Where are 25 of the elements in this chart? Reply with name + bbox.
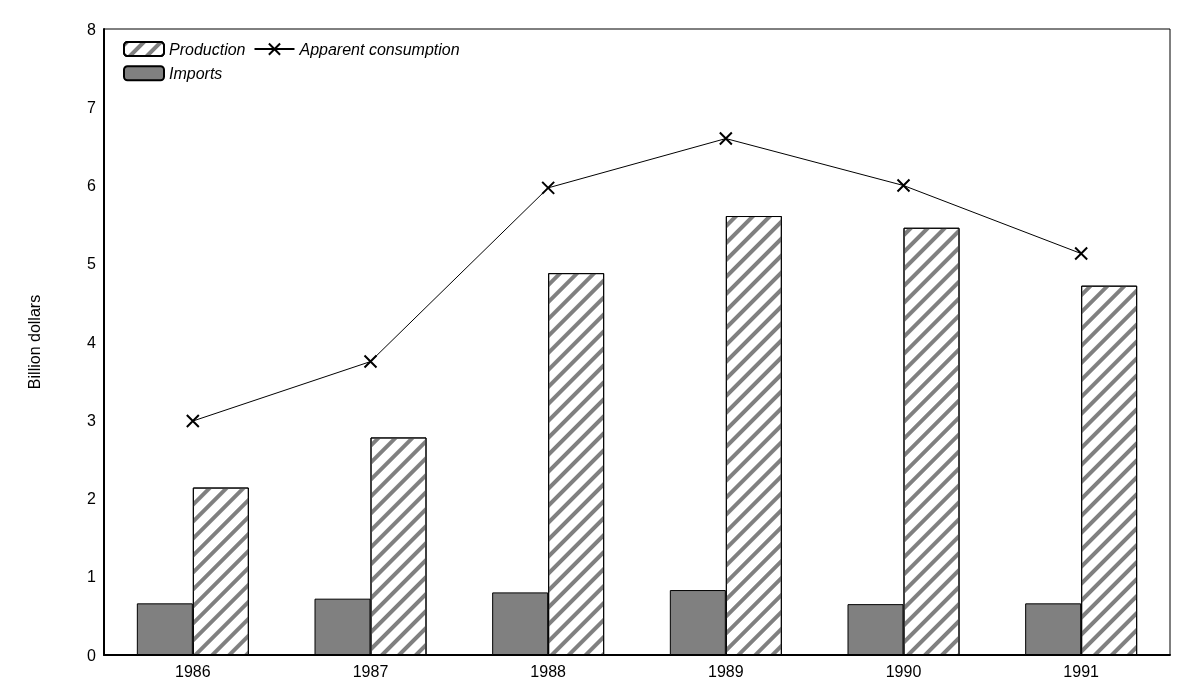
y-tick-label: 2 — [87, 490, 97, 507]
x-tick-label: 1986 — [175, 662, 211, 680]
y-tick-label: 0 — [87, 646, 97, 664]
point — [541, 180, 556, 195]
y-tick-label: 3 — [87, 411, 97, 429]
point — [896, 178, 911, 193]
y-tick-label: 4 — [87, 333, 97, 351]
x-tick-label: 1990 — [885, 662, 922, 680]
point — [718, 131, 733, 146]
legend-label: Production — [169, 40, 246, 58]
legend-label: Apparent consumption — [298, 40, 460, 58]
point — [1074, 246, 1089, 261]
legend-label: Imports — [169, 64, 223, 82]
y-tick-label: 8 — [87, 20, 97, 38]
y-axis-title: Billion dollars — [25, 294, 43, 390]
y-tick-label: 7 — [87, 98, 97, 116]
x-tick-label: 1987 — [352, 662, 389, 680]
x-tick-label: 1989 — [708, 662, 744, 680]
x-tick-label: 1991 — [1063, 662, 1100, 680]
y-tick-label: 6 — [87, 177, 97, 194]
point — [363, 354, 378, 369]
x-tick-label: 1988 — [530, 662, 567, 680]
y-tick-label: 5 — [87, 255, 97, 273]
point — [185, 414, 200, 429]
y-tick-label: 1 — [87, 568, 97, 586]
